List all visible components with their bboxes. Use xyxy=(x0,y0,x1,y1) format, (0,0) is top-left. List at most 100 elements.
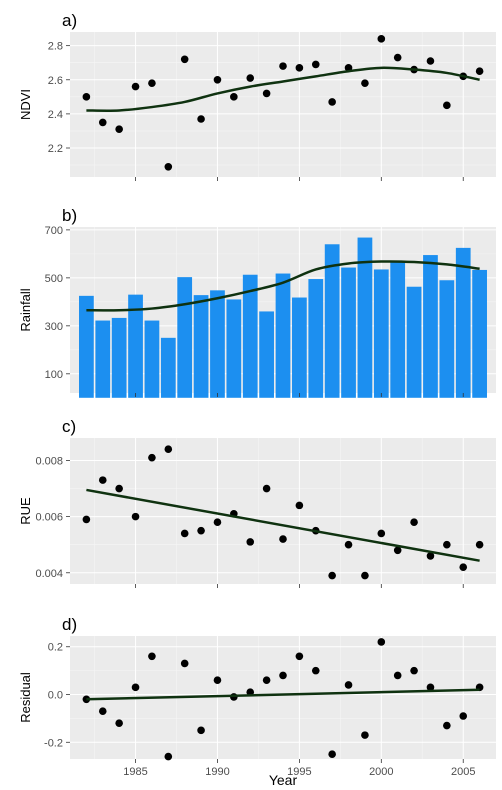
data-point xyxy=(361,571,369,580)
rainfall-bar xyxy=(455,247,471,398)
data-point xyxy=(361,731,369,739)
data-point xyxy=(98,118,107,127)
data-point xyxy=(279,671,287,680)
data-point xyxy=(197,726,205,735)
data-point xyxy=(262,484,271,493)
y-tick-label: -0.2 xyxy=(44,737,63,749)
rainfall-bar xyxy=(242,274,258,398)
data-point xyxy=(197,526,205,535)
data-point xyxy=(311,666,320,675)
rainfall-bar xyxy=(95,320,111,398)
y-axis-title: Rainfall xyxy=(18,288,33,331)
data-point xyxy=(148,453,156,462)
data-point xyxy=(246,74,255,82)
x-tick-label: 2000 xyxy=(369,766,393,778)
rainfall-bar xyxy=(373,269,389,398)
rainfall-bar xyxy=(226,299,242,398)
y-tick-label: 2.2 xyxy=(48,143,63,155)
y-tick-label: 100 xyxy=(45,369,63,381)
trend-line xyxy=(86,488,480,562)
rainfall-bar xyxy=(357,237,373,398)
rainfall-bar xyxy=(406,286,422,398)
panel-label: a) xyxy=(62,11,77,30)
data-point xyxy=(443,721,451,730)
rainfall-bar xyxy=(308,279,324,398)
data-point xyxy=(361,79,369,87)
trend-line xyxy=(86,260,480,312)
y-axis-title: RUE xyxy=(18,497,33,525)
rainfall-bar xyxy=(324,244,340,398)
data-point xyxy=(328,750,336,759)
data-point xyxy=(180,55,189,64)
rainfall-bar xyxy=(193,295,209,398)
y-tick-label: 0.0 xyxy=(48,690,63,702)
panel-1: 2.2 2.4 2.6 2.8 a) NDVI xyxy=(18,11,496,181)
rainfall-bar xyxy=(275,273,291,398)
data-point xyxy=(377,35,386,43)
data-point xyxy=(377,638,386,646)
data-point xyxy=(82,93,91,101)
y-tick-label: 2.8 xyxy=(48,41,63,53)
data-point xyxy=(131,82,140,91)
data-point xyxy=(344,540,353,549)
data-point xyxy=(377,529,386,538)
panel-background xyxy=(70,438,496,584)
data-point xyxy=(197,115,205,123)
x-tick-label: 1985 xyxy=(123,766,147,778)
panel-label: c) xyxy=(62,417,76,436)
data-point xyxy=(443,540,451,549)
data-point xyxy=(148,652,156,661)
data-point xyxy=(328,571,336,580)
rainfall-bar xyxy=(390,261,406,398)
panel-background xyxy=(70,32,496,177)
panel-4: -0.2 0.0 0.2 d) Residual xyxy=(18,615,496,763)
data-point xyxy=(82,515,91,524)
trend-line xyxy=(86,688,480,701)
panel-label: b) xyxy=(62,206,77,225)
data-point xyxy=(393,671,402,680)
x-tick-label: 1995 xyxy=(287,766,311,778)
data-point xyxy=(164,445,173,454)
rainfall-bar xyxy=(341,267,356,398)
data-point xyxy=(410,518,418,527)
data-point xyxy=(213,518,222,527)
y-tick-label: 500 xyxy=(45,273,63,285)
data-point xyxy=(98,476,107,484)
data-point xyxy=(410,666,418,675)
data-point xyxy=(279,62,287,70)
rainfall-bar xyxy=(160,337,176,398)
rainfall-bar xyxy=(79,295,94,398)
data-point xyxy=(393,546,402,555)
data-point xyxy=(180,529,189,538)
data-point xyxy=(426,683,435,692)
data-point xyxy=(131,512,140,521)
rainfall-bar xyxy=(111,317,127,398)
y-tick-label: 0.008 xyxy=(35,455,63,467)
data-point xyxy=(262,676,271,684)
data-point xyxy=(148,79,156,87)
data-point xyxy=(344,681,353,689)
data-point xyxy=(459,712,468,720)
data-point xyxy=(115,484,123,493)
x-tick-label: 2005 xyxy=(451,766,475,778)
x-axis-title: Year xyxy=(269,772,298,788)
rainfall-bar xyxy=(439,280,455,398)
y-tick-label: 2.4 xyxy=(48,109,63,121)
panel-3: 0.004 0.006 0.008 c) RUE xyxy=(18,417,496,588)
data-point xyxy=(115,125,123,134)
y-axis-title: NDVI xyxy=(18,89,33,120)
data-point xyxy=(393,53,402,62)
data-point xyxy=(213,676,222,684)
data-point xyxy=(295,652,304,661)
data-point xyxy=(475,540,484,549)
data-point xyxy=(279,535,287,543)
data-point xyxy=(115,719,123,727)
rainfall-bar xyxy=(177,277,193,398)
data-point xyxy=(426,57,435,65)
panel-label: d) xyxy=(62,615,77,634)
data-point xyxy=(459,563,468,571)
data-point xyxy=(443,101,451,110)
y-axis-title: Residual xyxy=(18,672,33,723)
